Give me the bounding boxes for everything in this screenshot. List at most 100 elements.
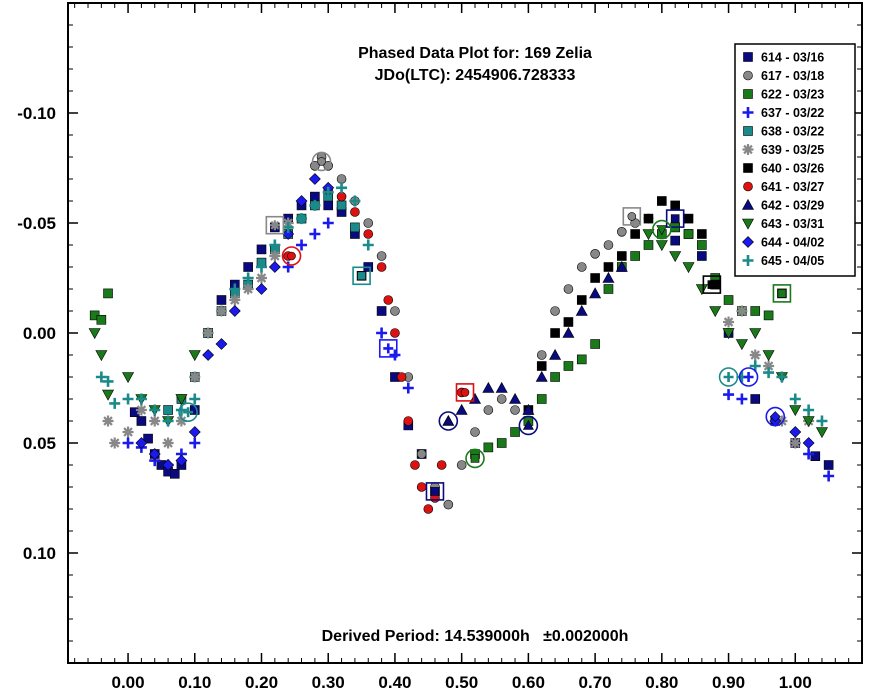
data-point (630, 251, 640, 261)
legend-marker (742, 236, 754, 248)
highlight-ring (702, 275, 722, 294)
data-point (169, 468, 180, 479)
data-point (749, 328, 762, 340)
chart-title: Phased Data Plot for: 169 Zelia (358, 45, 592, 62)
legend-box (734, 43, 856, 277)
data-point (416, 449, 427, 459)
highlight-ring (178, 402, 198, 423)
data-point (470, 427, 480, 437)
data-point (549, 348, 562, 360)
data-point (630, 229, 640, 239)
highlighted-data-point (470, 454, 480, 463)
data-point (616, 251, 627, 261)
y-tick-label: 0.10 (23, 544, 56, 563)
data-point (390, 328, 400, 338)
legend-label: 614 - 03/16 (761, 51, 824, 65)
x-tick-label: 0.20 (245, 673, 278, 692)
data-point (402, 382, 414, 394)
data-point (536, 350, 547, 360)
data-point (268, 261, 281, 273)
data-point (102, 389, 115, 401)
legend-entry: 639 - 03/25 (742, 143, 824, 157)
legend-marker (743, 163, 753, 173)
data-point (188, 350, 201, 362)
data-series (88, 152, 835, 514)
data-point (362, 239, 374, 251)
data-point (256, 244, 267, 255)
data-point (763, 367, 775, 379)
data-point (789, 405, 802, 417)
data-point (242, 272, 254, 284)
data-point (322, 217, 334, 229)
data-point (575, 304, 588, 316)
data-point (723, 389, 735, 401)
data-point (655, 240, 668, 252)
data-point (282, 228, 295, 240)
legend-label: 645 - 04/05 (761, 254, 824, 268)
data-point (709, 306, 722, 318)
legend-label: 617 - 03/18 (761, 69, 824, 83)
data-point (816, 415, 828, 427)
data-point (336, 174, 347, 184)
data-point (522, 403, 535, 415)
series-12 (95, 182, 828, 427)
highlighted-data-point (183, 407, 194, 418)
data-point (336, 200, 347, 211)
data-point (803, 404, 815, 416)
y-tick-label: 0.00 (23, 324, 56, 343)
legend-entry: 640 - 03/26 (743, 162, 824, 176)
series-3 (89, 222, 787, 459)
data-point (389, 349, 401, 361)
series-10 (88, 229, 828, 439)
data-point (96, 314, 107, 325)
data-point (423, 504, 434, 514)
legend-entry: 644 - 04/02 (742, 236, 824, 250)
data-point (189, 393, 201, 405)
legend-entry: 617 - 03/18 (743, 69, 824, 83)
data-point (590, 273, 600, 283)
data-point (496, 438, 507, 448)
x-tick-label: 0.80 (645, 673, 678, 692)
data-point (229, 294, 241, 306)
legend-marker (741, 198, 755, 210)
data-point (95, 350, 108, 362)
data-point (535, 370, 548, 382)
data-point (443, 499, 454, 510)
data-point (149, 404, 161, 416)
data-point (576, 295, 587, 305)
highlight-ring (378, 339, 398, 358)
data-point (602, 271, 615, 283)
data-point (510, 405, 520, 415)
legend-marker (743, 181, 753, 192)
data-point (697, 251, 707, 261)
data-point (563, 317, 574, 327)
legend-entry: 645 - 04/05 (742, 254, 824, 268)
data-point (255, 261, 267, 273)
data-point (576, 262, 587, 272)
data-point (815, 427, 828, 439)
x-tick-label: 0.50 (445, 673, 478, 692)
data-point (149, 415, 161, 427)
data-point (122, 372, 135, 384)
legend-entry: 642 - 03/29 (741, 198, 824, 213)
data-point (563, 284, 574, 294)
series-1 (129, 191, 834, 497)
data-point (255, 272, 267, 284)
highlight-ring (311, 151, 332, 172)
data-point (143, 433, 153, 444)
data-point (296, 213, 308, 225)
data-point (776, 415, 788, 427)
data-point (189, 371, 201, 383)
highlighted-data-point (383, 343, 394, 354)
legend-label: 641 - 03/27 (761, 180, 824, 194)
data-point (202, 349, 215, 361)
data-point (603, 284, 614, 294)
y-tick-label: -0.05 (17, 214, 56, 233)
data-point (255, 283, 268, 295)
data-point (723, 316, 735, 328)
y-tick-label: -0.10 (17, 104, 56, 123)
data-point (776, 371, 788, 383)
data-point (88, 328, 101, 340)
series-2 (310, 152, 654, 510)
highlighted-data-point (777, 289, 787, 298)
